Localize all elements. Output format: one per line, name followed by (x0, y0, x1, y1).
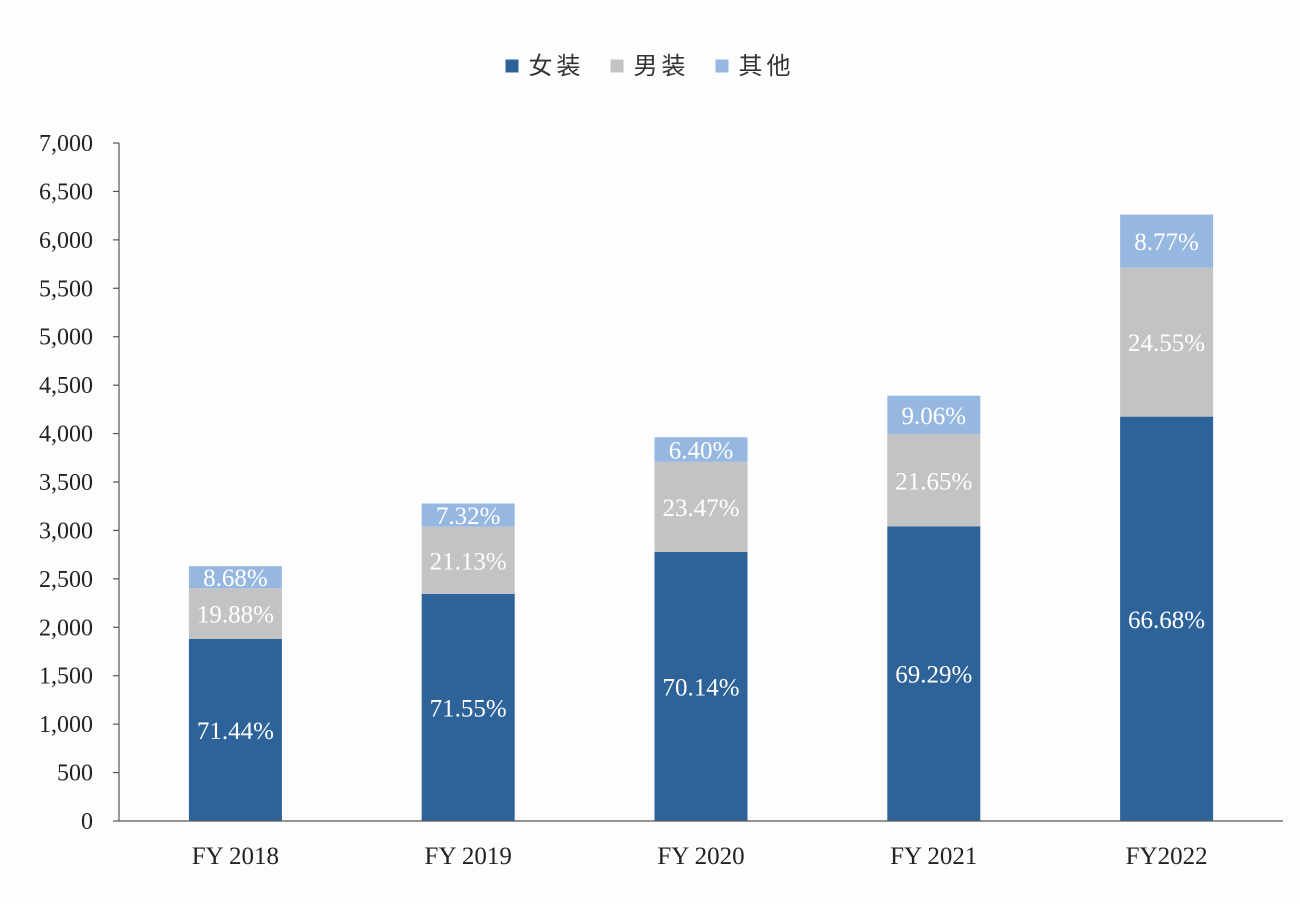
y-tick-label: 500 (57, 761, 93, 787)
y-tick-label: 1,000 (39, 712, 93, 738)
x-tick-label: FY 2020 (657, 843, 744, 870)
legend: 女装 男装 其他 (505, 52, 795, 80)
legend-label: 女装 (529, 52, 585, 80)
data-label: 69.29% (895, 662, 972, 689)
bar-segment (188, 588, 282, 639)
y-tick-label: 6,500 (39, 179, 93, 205)
x-tick-label: FY2022 (1126, 843, 1208, 870)
y-tick-label: 4,500 (39, 373, 93, 399)
bar-segment (1120, 214, 1214, 268)
y-tick-label: 0 (81, 809, 93, 835)
y-tick-label: 3,500 (39, 470, 93, 496)
data-label: 7.32% (436, 503, 501, 530)
data-label: 71.55% (430, 695, 507, 722)
data-label: 21.13% (430, 548, 507, 575)
bar-segment (188, 566, 282, 589)
data-label: 8.68% (203, 565, 268, 592)
y-tick-label: 5,500 (39, 276, 93, 302)
data-label: 71.44% (197, 718, 274, 745)
data-label: 9.06% (902, 403, 967, 430)
data-label: 24.55% (1128, 330, 1205, 357)
bar-segment (887, 434, 981, 527)
bar-segment (887, 526, 981, 821)
y-tick-label: 2,000 (39, 615, 93, 641)
bar-segment (421, 526, 515, 594)
data-label: 23.47% (662, 495, 739, 522)
x-tick-label: FY 2019 (425, 843, 512, 870)
x-tick-label: FY 2021 (890, 843, 977, 870)
y-tick-label: 4,000 (39, 422, 93, 448)
data-label: 19.88% (197, 602, 274, 629)
y-tick-label: 6,000 (39, 228, 93, 254)
bar-segment (188, 638, 282, 821)
x-tick-label: FY 2018 (192, 843, 279, 870)
bar-segment (654, 437, 748, 462)
y-tick-label: 7,000 (39, 131, 93, 157)
bar-segment (654, 461, 748, 552)
legend-swatch (610, 59, 624, 73)
bar-segment (1120, 416, 1214, 821)
y-tick-label: 1,500 (39, 664, 93, 690)
data-label: 8.77% (1134, 229, 1199, 256)
bars: 71.44% 19.88% 8.68% 71.55% 21.13% 7.32% 70.14%… (188, 214, 1214, 821)
data-label: 70.14% (662, 674, 739, 701)
bar-segment (1120, 267, 1214, 417)
y-axis: 0 500 1,000 1,500 2,000 2,500 3,000 3,500 4,000 4… (39, 131, 120, 835)
legend-swatch (715, 59, 729, 73)
data-label: 66.68% (1128, 607, 1205, 634)
bar-segment (421, 503, 515, 527)
data-label: 21.65% (895, 468, 972, 495)
bar-segment (654, 551, 748, 821)
legend-label: 其他 (739, 52, 795, 80)
data-label: 6.40% (669, 438, 734, 465)
y-tick-label: 3,000 (39, 518, 93, 544)
bar-segment (421, 593, 515, 821)
legend-swatch (505, 59, 519, 73)
bar-segment (887, 395, 981, 435)
y-tick-label: 2,500 (39, 567, 93, 593)
legend-label: 男装 (634, 52, 690, 80)
x-axis: FY 2018 FY 2019 FY 2020 FY 2021 FY2022 (119, 820, 1283, 870)
y-tick-label: 5,000 (39, 325, 93, 351)
